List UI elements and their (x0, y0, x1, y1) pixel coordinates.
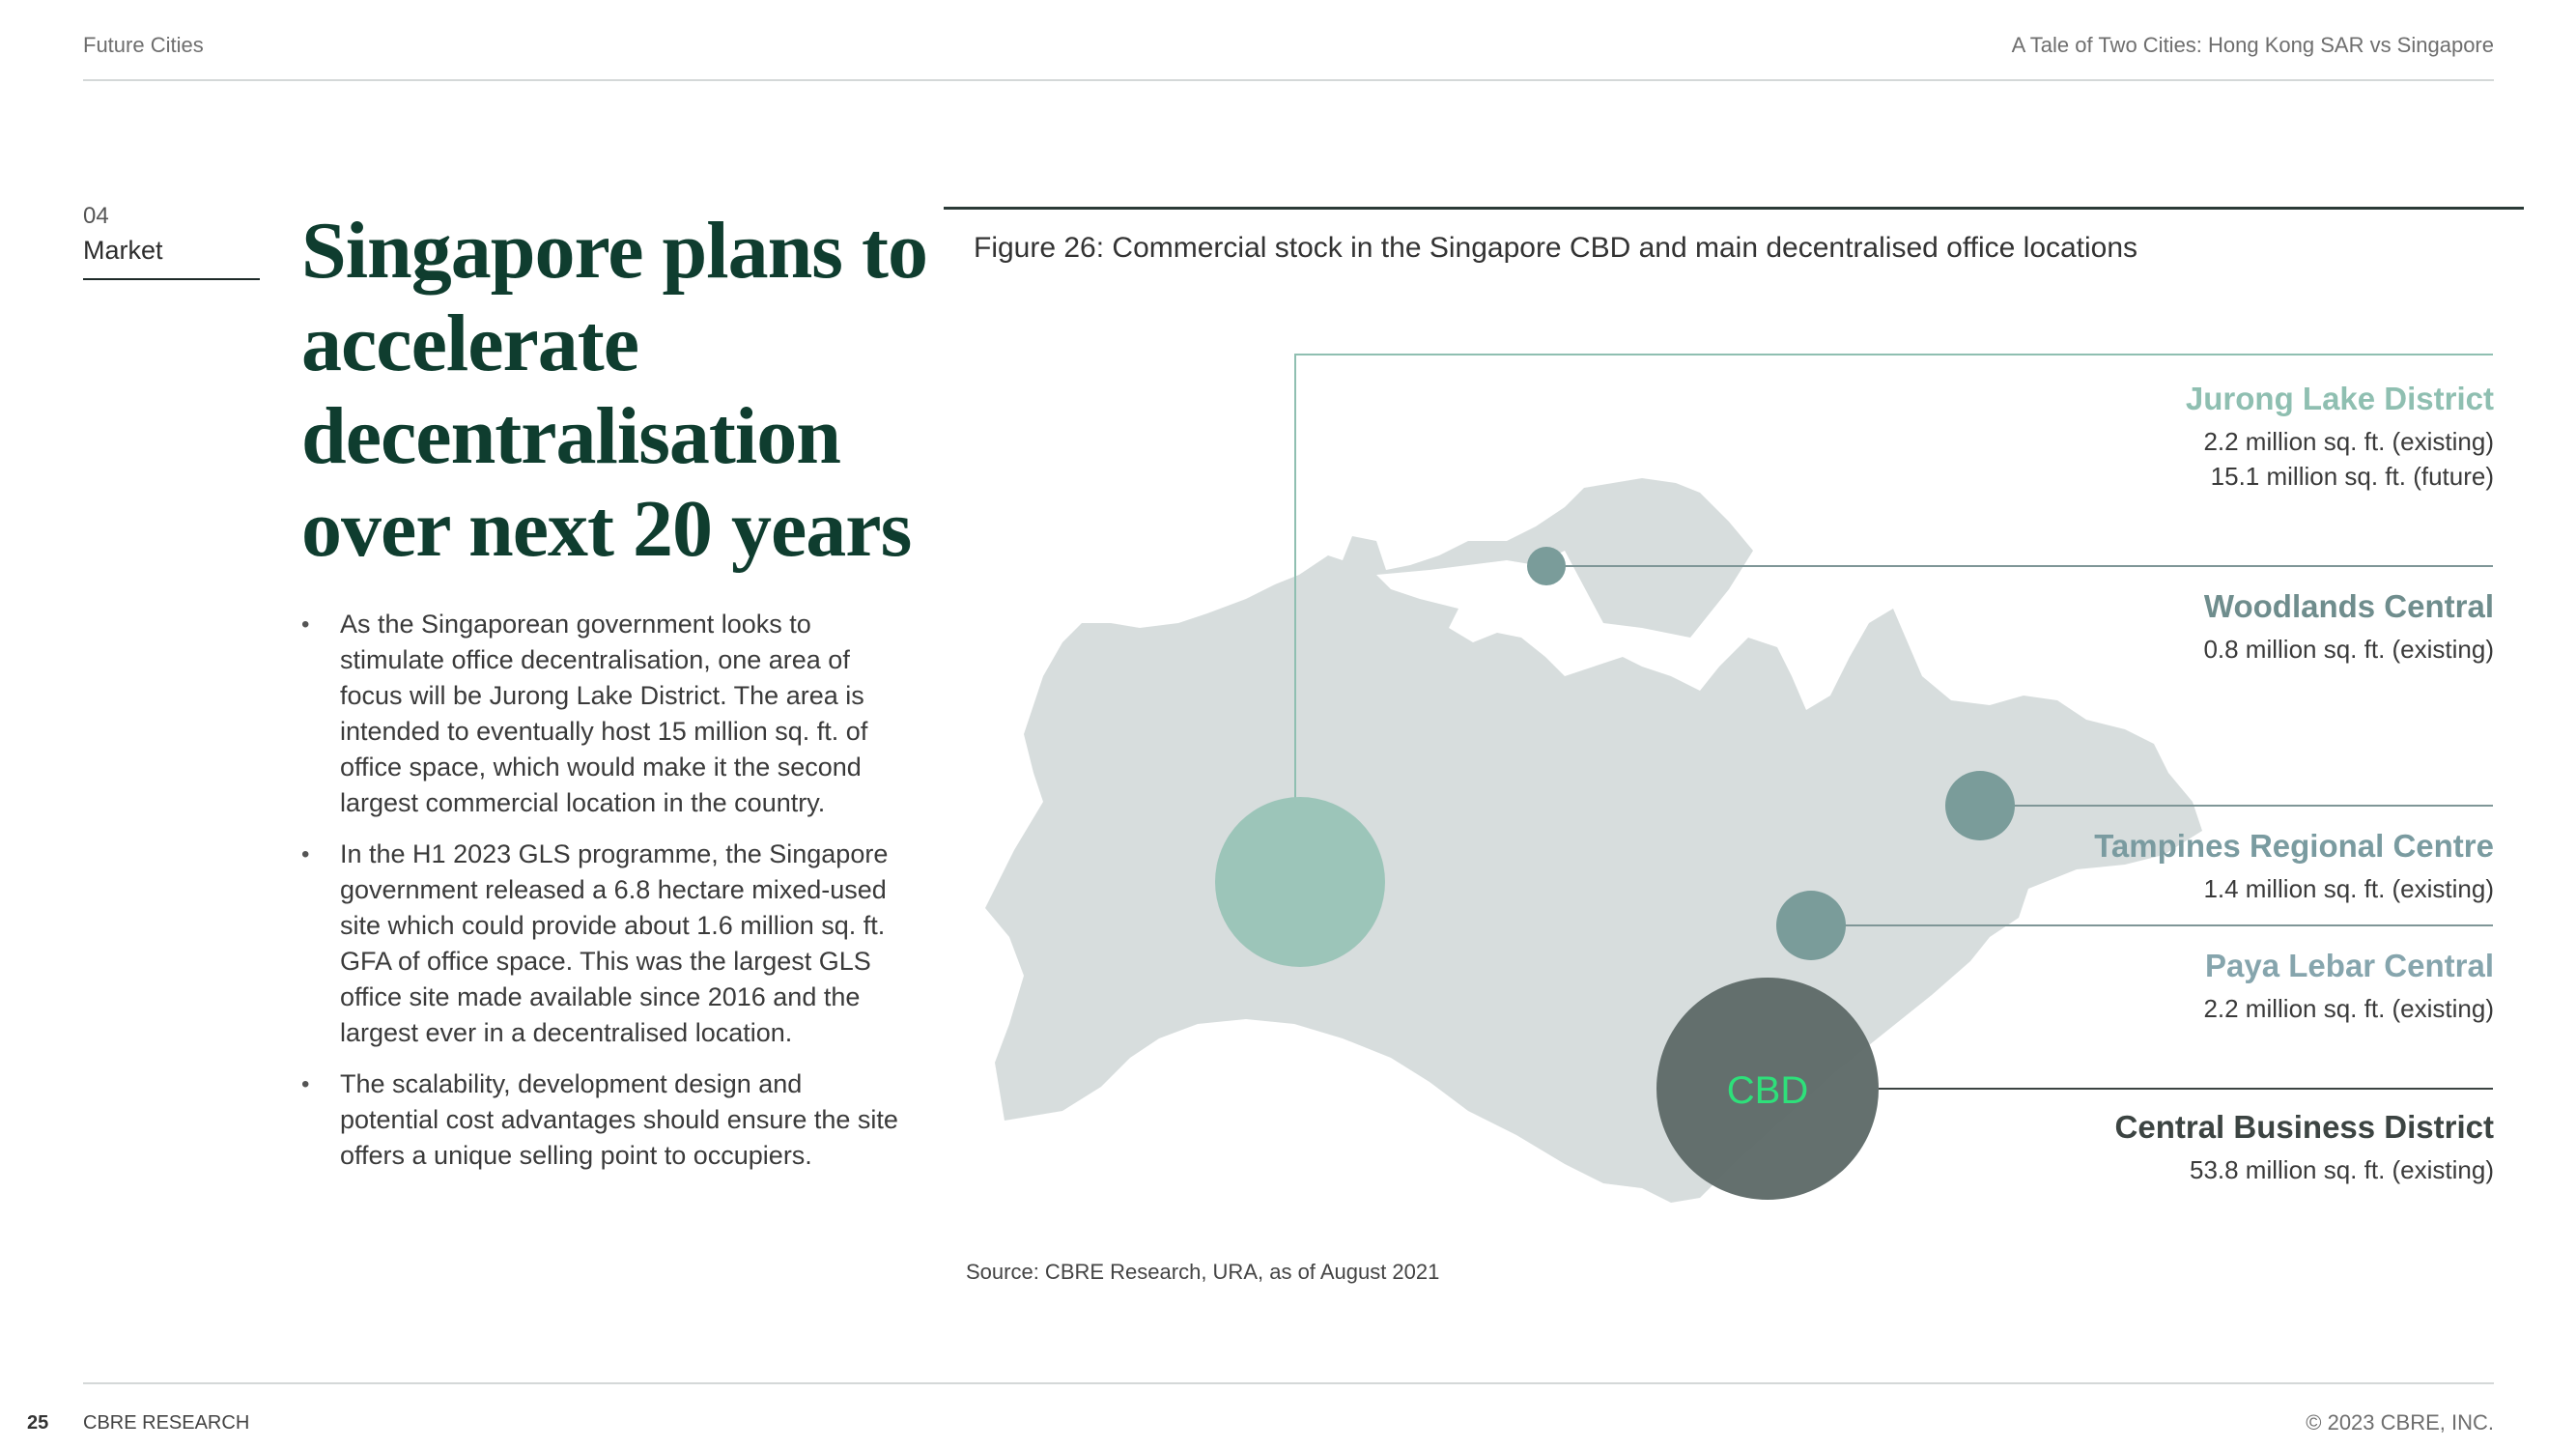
bullet-item: In the H1 2023 GLS programme, the Singap… (301, 837, 900, 1051)
section-underline (83, 278, 260, 280)
location-value-woodlands: 0.8 million sq. ft. (existing) (2203, 635, 2494, 664)
location-value-jurong-future: 15.1 million sq. ft. (future) (2210, 462, 2494, 491)
location-name-paya-lebar: Paya Lebar Central (2205, 948, 2494, 983)
bubble-jurong (1215, 797, 1385, 967)
figure-source: Source: CBRE Research, URA, as of August… (966, 1260, 1440, 1284)
footer-brand: CBRE RESEARCH (83, 1412, 250, 1434)
bullet-list: As the Singaporean government looks to s… (301, 607, 900, 1189)
section-number: 04 (83, 203, 109, 229)
footer-divider (83, 1382, 2494, 1384)
footer-copyright: © 2023 CBRE, INC. (2306, 1410, 2494, 1435)
bubble-tampines (1945, 771, 2015, 840)
singapore-landmass (985, 478, 2202, 1203)
header-divider (83, 79, 2494, 81)
location-value-jurong-existing: 2.2 million sq. ft. (existing) (2203, 427, 2494, 456)
connector-jurong (1294, 354, 2493, 804)
location-name-tampines: Tampines Regional Centre (2094, 828, 2494, 864)
location-name-jurong: Jurong Lake District (2185, 381, 2494, 416)
header-left: Future Cities (83, 33, 204, 57)
bullet-item: As the Singaporean government looks to s… (301, 607, 900, 821)
bubble-paya-lebar (1776, 891, 1846, 960)
figure-top-rule (944, 207, 2524, 210)
bubble-woodlands (1527, 547, 1566, 585)
page-number: 25 (27, 1412, 49, 1434)
page-title: Singapore plans to accelerate decentrali… (301, 206, 928, 574)
location-value-tampines: 1.4 million sq. ft. (existing) (2203, 874, 2494, 903)
location-value-paya-lebar: 2.2 million sq. ft. (existing) (2203, 994, 2494, 1023)
bullet-item: The scalability, development design and … (301, 1066, 900, 1174)
connector-lines (1294, 354, 2493, 1090)
location-name-cbd: Central Business District (2114, 1109, 2494, 1145)
cbd-map-label: CBD (1727, 1069, 1808, 1112)
header-right: A Tale of Two Cities: Hong Kong SAR vs S… (2011, 33, 2494, 57)
figure-title: Figure 26: Commercial stock in the Singa… (974, 232, 2138, 264)
location-name-woodlands: Woodlands Central (2203, 588, 2494, 624)
section-name: Market (83, 236, 163, 265)
bubble-cbd (1656, 978, 1879, 1200)
location-value-cbd: 53.8 million sq. ft. (existing) (2189, 1155, 2494, 1184)
